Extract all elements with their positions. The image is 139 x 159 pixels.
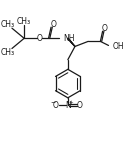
Text: CH₃: CH₃ <box>1 20 15 29</box>
Text: O: O <box>77 101 82 110</box>
Text: OH: OH <box>112 42 124 52</box>
Text: CH₃: CH₃ <box>1 48 15 57</box>
Text: O: O <box>53 101 59 110</box>
Text: O: O <box>101 24 107 33</box>
Text: NH: NH <box>63 34 75 43</box>
Text: O: O <box>37 34 43 43</box>
Polygon shape <box>68 38 75 46</box>
Text: CH₃: CH₃ <box>17 17 31 26</box>
Text: −: − <box>50 100 55 105</box>
Text: O: O <box>50 20 56 29</box>
Text: N: N <box>65 101 71 110</box>
Text: +: + <box>68 100 73 105</box>
